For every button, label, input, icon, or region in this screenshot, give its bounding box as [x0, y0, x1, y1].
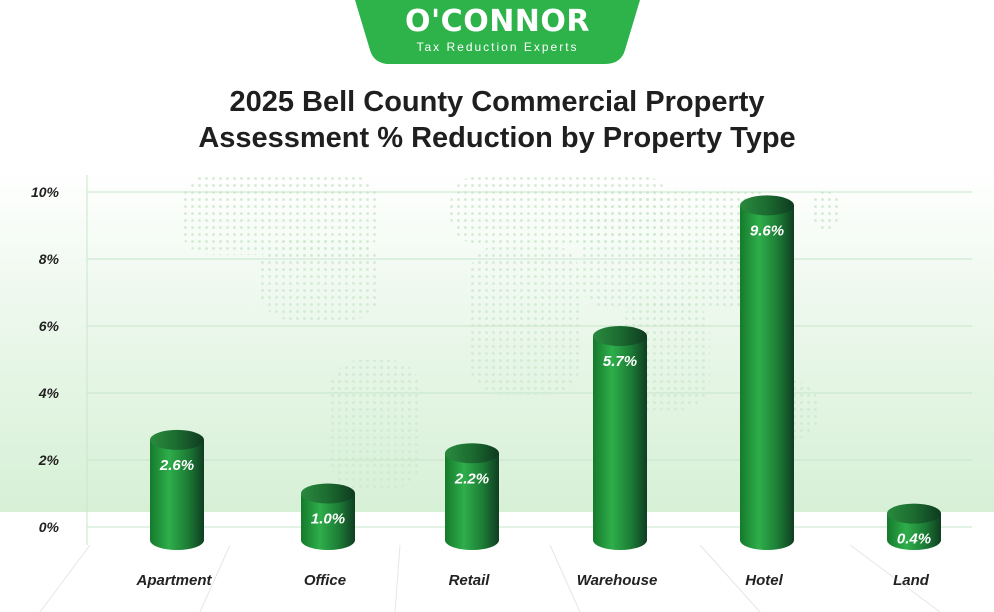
x-tick-label: Office	[304, 572, 346, 589]
y-tick-label: 8%	[39, 251, 60, 267]
data-label: 9.6%	[750, 222, 784, 239]
y-tick-label: 0%	[39, 519, 60, 535]
data-label: 0.4%	[897, 531, 931, 548]
y-tick-label: 6%	[39, 318, 60, 334]
data-label: 5.7%	[603, 353, 637, 370]
bar-office: 1.0%	[301, 483, 355, 550]
y-tick-label: 10%	[31, 184, 60, 200]
x-tick-label: Warehouse	[577, 572, 658, 589]
y-tick-label: 2%	[38, 452, 60, 468]
x-tick-label: Retail	[449, 572, 491, 589]
y-axis: 0% 2% 4% 6% 8% 10%	[31, 184, 60, 535]
chart-title: 2025 Bell County Commercial Property Ass…	[0, 84, 994, 156]
bar-retail: 2.2%	[445, 443, 499, 550]
brand-tagline: Tax Reduction Experts	[416, 40, 579, 54]
logo-badge	[355, 0, 640, 64]
y-tick-label: 4%	[38, 385, 60, 401]
chart-title-line-1: 2025 Bell County Commercial Property	[229, 86, 765, 118]
bar-warehouse: 5.7%	[593, 326, 647, 550]
brand-logo: O'CONNOR	[404, 4, 591, 39]
grid-lines	[86, 175, 972, 545]
bar-land: 0.4%	[887, 503, 941, 550]
data-label: 2.6%	[159, 457, 194, 474]
data-label: 2.2%	[454, 470, 489, 487]
x-axis: Apartment Office Retail Warehouse Hotel Land	[135, 572, 929, 589]
bar-hotel: 9.6%	[740, 195, 794, 550]
x-tick-label: Land	[893, 572, 930, 589]
x-tick-label: Hotel	[745, 572, 783, 589]
bars: 2.6% 1.0% 2.2% 5.7% 9.6% 0.4%	[150, 195, 941, 550]
data-label: 1.0%	[311, 511, 345, 528]
chart-title-line-2: Assessment % Reduction by Property Type	[198, 122, 796, 154]
bar-apartment: 2.6%	[150, 429, 204, 550]
x-tick-label: Apartment	[135, 572, 212, 589]
